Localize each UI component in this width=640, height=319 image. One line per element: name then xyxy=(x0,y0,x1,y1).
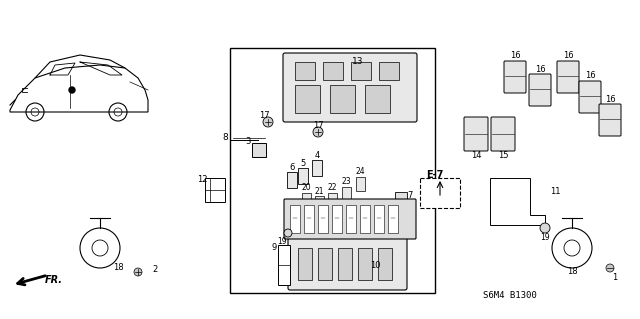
FancyBboxPatch shape xyxy=(491,117,515,151)
Circle shape xyxy=(284,229,292,237)
Text: 10: 10 xyxy=(370,261,380,270)
Bar xyxy=(295,62,315,80)
Bar xyxy=(332,205,342,233)
Text: 12: 12 xyxy=(196,175,207,184)
Bar xyxy=(315,196,324,210)
Bar xyxy=(358,248,372,280)
FancyBboxPatch shape xyxy=(557,61,579,93)
Text: 8: 8 xyxy=(222,133,228,143)
Text: 16: 16 xyxy=(605,94,615,103)
Bar xyxy=(351,62,371,80)
Text: 19: 19 xyxy=(540,234,550,242)
Text: 1: 1 xyxy=(612,273,618,283)
Text: 16: 16 xyxy=(509,51,520,61)
Text: 19: 19 xyxy=(277,238,287,247)
Text: 6: 6 xyxy=(289,162,294,172)
Circle shape xyxy=(69,87,75,93)
Bar xyxy=(356,177,365,191)
Text: E-7: E-7 xyxy=(426,170,444,180)
Bar xyxy=(287,172,297,188)
Bar xyxy=(318,248,332,280)
Text: 16: 16 xyxy=(585,71,595,80)
Bar xyxy=(304,205,314,233)
Text: 9: 9 xyxy=(271,242,276,251)
Text: 18: 18 xyxy=(566,268,577,277)
Circle shape xyxy=(263,117,273,127)
Bar xyxy=(312,160,322,176)
Text: 21: 21 xyxy=(315,187,324,196)
Text: 5: 5 xyxy=(300,159,306,167)
Bar xyxy=(323,62,343,80)
Bar xyxy=(379,62,399,80)
Circle shape xyxy=(313,127,323,137)
Text: S6M4 B1300: S6M4 B1300 xyxy=(483,291,537,300)
Bar xyxy=(252,143,266,157)
Text: 17: 17 xyxy=(259,110,269,120)
Text: 22: 22 xyxy=(328,183,337,192)
Bar xyxy=(295,85,320,113)
Text: 7: 7 xyxy=(407,190,413,199)
Text: 24: 24 xyxy=(356,167,365,176)
Circle shape xyxy=(134,268,142,276)
Circle shape xyxy=(540,223,550,233)
Text: 18: 18 xyxy=(113,263,124,272)
Bar xyxy=(298,248,312,280)
Text: 14: 14 xyxy=(471,152,481,160)
Bar xyxy=(420,178,460,208)
Bar xyxy=(230,48,435,293)
Text: 2: 2 xyxy=(152,265,157,275)
Text: 15: 15 xyxy=(498,152,508,160)
FancyBboxPatch shape xyxy=(288,238,407,290)
Bar xyxy=(328,193,337,207)
Text: 17: 17 xyxy=(313,121,323,130)
Text: 11: 11 xyxy=(550,188,560,197)
Bar xyxy=(338,248,352,280)
FancyBboxPatch shape xyxy=(283,53,417,122)
Text: FR.: FR. xyxy=(45,275,63,285)
Bar xyxy=(330,85,355,113)
Text: 16: 16 xyxy=(534,64,545,73)
Bar xyxy=(360,205,370,233)
Bar xyxy=(365,85,390,113)
Text: 4: 4 xyxy=(314,151,319,160)
Text: 16: 16 xyxy=(563,51,573,61)
Bar xyxy=(298,168,308,184)
Text: 23: 23 xyxy=(342,177,351,187)
Bar xyxy=(290,205,300,233)
Bar xyxy=(374,205,384,233)
Text: 3: 3 xyxy=(245,137,251,146)
FancyBboxPatch shape xyxy=(284,199,416,239)
Bar xyxy=(278,245,290,285)
Bar xyxy=(346,205,356,233)
FancyBboxPatch shape xyxy=(504,61,526,93)
Bar xyxy=(378,248,392,280)
Bar xyxy=(395,192,407,210)
Bar xyxy=(318,205,328,233)
Text: 13: 13 xyxy=(352,57,364,66)
Text: 20: 20 xyxy=(301,183,311,192)
Bar xyxy=(205,178,225,202)
FancyBboxPatch shape xyxy=(579,81,601,113)
FancyBboxPatch shape xyxy=(464,117,488,151)
Bar xyxy=(342,187,351,201)
Circle shape xyxy=(606,264,614,272)
FancyBboxPatch shape xyxy=(529,74,551,106)
Bar xyxy=(302,193,311,207)
Bar xyxy=(388,205,398,233)
FancyBboxPatch shape xyxy=(599,104,621,136)
